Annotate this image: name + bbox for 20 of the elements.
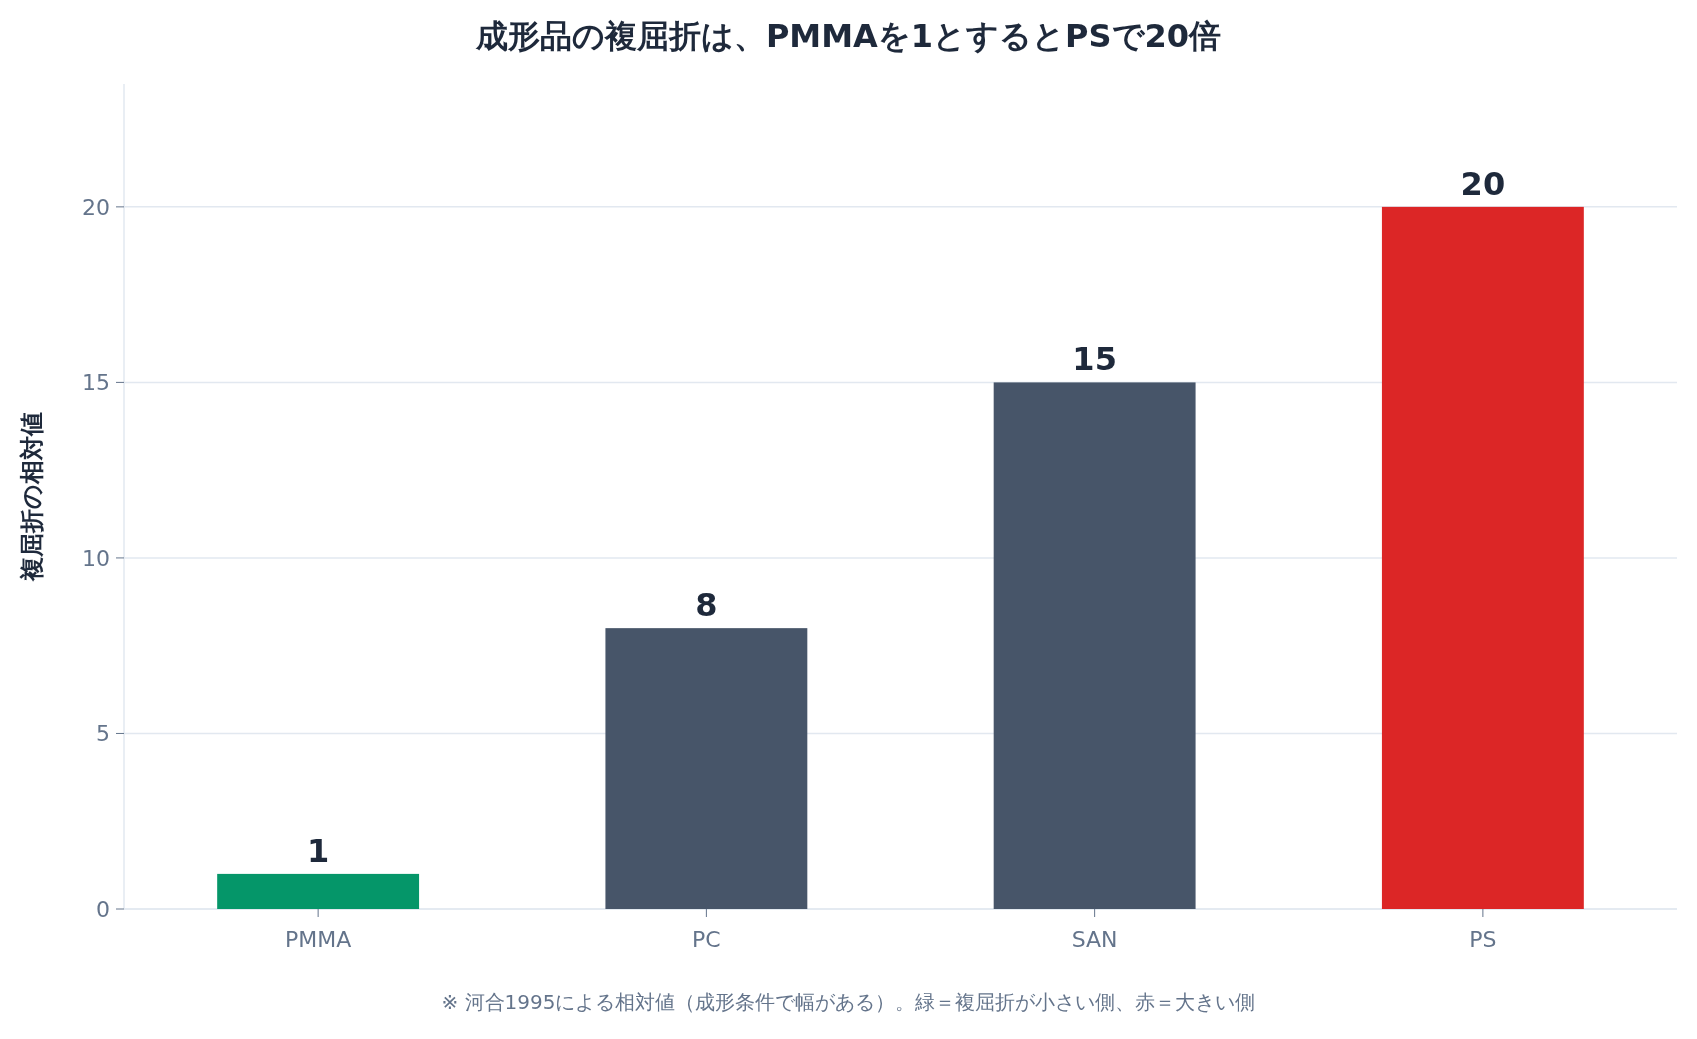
data-label: 1 <box>306 831 330 870</box>
data-label: 20 <box>1460 164 1506 203</box>
bar <box>993 382 1196 909</box>
y-tick-label: 10 <box>82 545 110 571</box>
text: ※ 河合1995による相対値（成形条件で幅がある）。緑＝複屈折が小さい側、赤＝大きい側 <box>441 990 1256 1014</box>
chart-title: 成形品の複屈折は、PMMAを1とするとPSで20倍 <box>474 17 1222 55</box>
y-tick-label: 0 <box>96 896 110 922</box>
x-tick-label: SAN <box>1071 927 1118 952</box>
x-tick-label: PMMA <box>284 927 352 952</box>
y-tick-label: 15 <box>82 370 110 396</box>
bar <box>605 628 808 909</box>
y-tick-label: 5 <box>96 721 110 747</box>
data-label: 8 <box>695 586 718 625</box>
bar <box>217 873 420 909</box>
bar <box>1381 206 1584 909</box>
data-label: 15 <box>1072 340 1117 379</box>
x-tick-label: PC <box>692 927 721 952</box>
y-tick-label: 20 <box>82 194 110 220</box>
x-tick-label: PS <box>1469 927 1497 952</box>
y-axis-title: 複屈折の相対値 <box>18 412 46 582</box>
